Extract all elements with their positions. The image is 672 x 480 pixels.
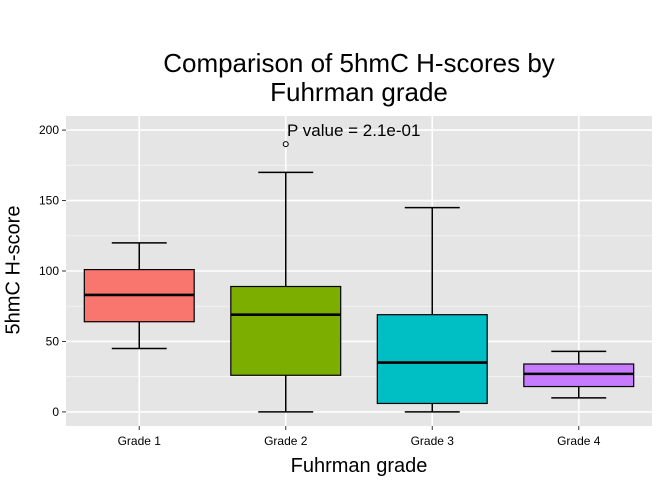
x-tick-label: Grade 2 — [264, 434, 308, 448]
y-tick-label: 150 — [39, 194, 59, 208]
x-tick-label: Grade 4 — [557, 434, 601, 448]
chart-title-line-1: Comparison of 5hmC H-scores by — [163, 48, 555, 78]
y-tick-label: 100 — [39, 264, 59, 278]
y-tick-label: 50 — [46, 334, 60, 348]
x-tick-label: Grade 3 — [411, 434, 455, 448]
chart-title-line-2: Fuhrman grade — [270, 77, 448, 107]
x-tick-label: Grade 1 — [118, 434, 162, 448]
y-tick-label: 0 — [52, 405, 59, 419]
grade-4-box — [523, 363, 635, 388]
grade-2-outlier — [282, 141, 289, 148]
y-tick-label: 200 — [39, 123, 59, 137]
p-value-annotation: P value = 2.1e-01 — [287, 121, 420, 140]
x-axis-label: Fuhrman grade — [290, 455, 428, 477]
y-axis-label: 5hmC H-score — [2, 205, 25, 335]
grade-3-box — [376, 314, 488, 405]
grade-2-box — [230, 285, 342, 376]
